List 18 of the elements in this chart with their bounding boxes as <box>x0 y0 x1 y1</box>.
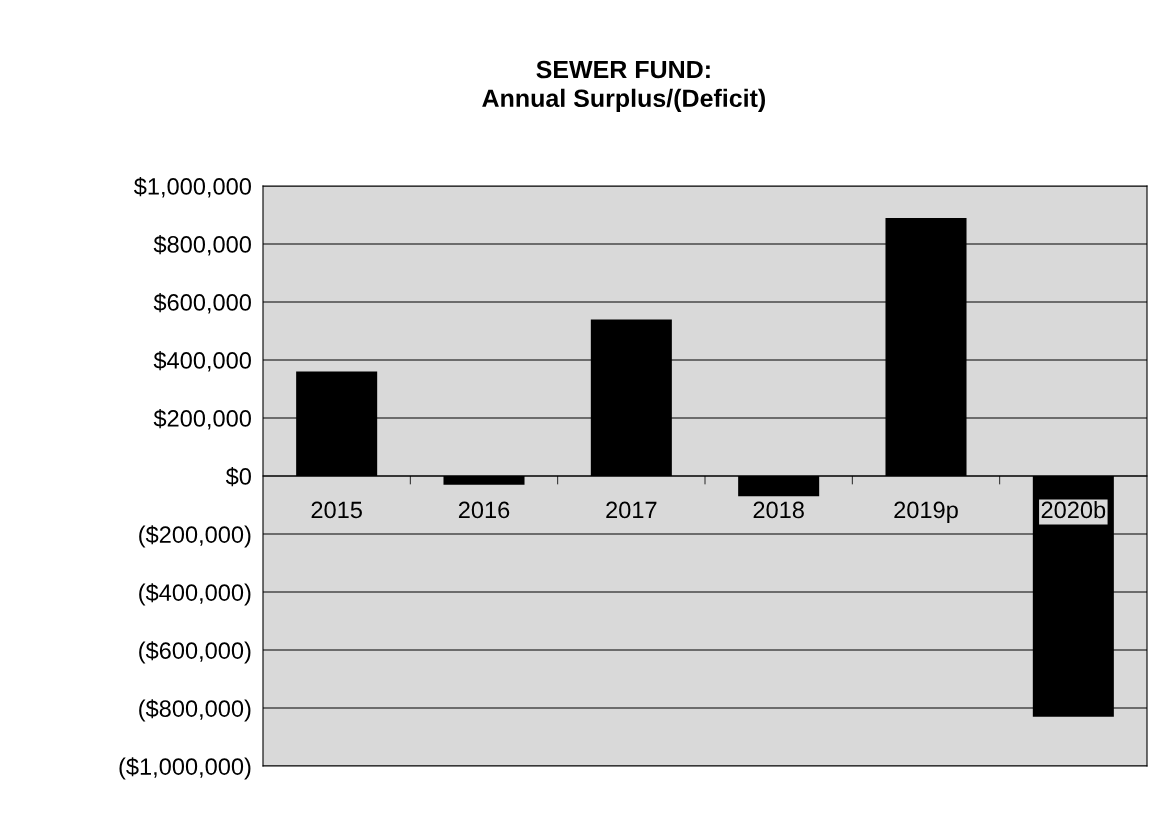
x-tick-label: 2016 <box>458 501 510 519</box>
chart-title: SEWER FUND: Annual Surplus/(Deficit) <box>482 60 765 113</box>
y-tick-label: $400,000 <box>153 351 251 372</box>
y-tick-label: ($1,000,000) <box>119 757 251 780</box>
y-tick-label: $200,000 <box>153 409 251 430</box>
y-tick-label: ($200,000) <box>139 525 251 548</box>
x-tick-label: 2020b <box>1041 501 1106 519</box>
y-tick-label: ($400,000) <box>139 583 251 606</box>
y-tick-label: $800,000 <box>153 235 251 256</box>
x-tick-label: 2018 <box>753 501 804 519</box>
y-tick-label: ($800,000) <box>139 699 251 722</box>
x-tick-label: 2017 <box>606 501 657 519</box>
y-tick-label: $0 <box>225 467 251 487</box>
y-tick-label: $600,000 <box>153 293 251 314</box>
y-tick-label: ($600,000) <box>139 641 251 664</box>
y-tick-label: $1,000,000 <box>133 177 251 198</box>
x-tick-label: 2015 <box>311 501 362 519</box>
x-tick-label: 2019p <box>894 501 958 524</box>
